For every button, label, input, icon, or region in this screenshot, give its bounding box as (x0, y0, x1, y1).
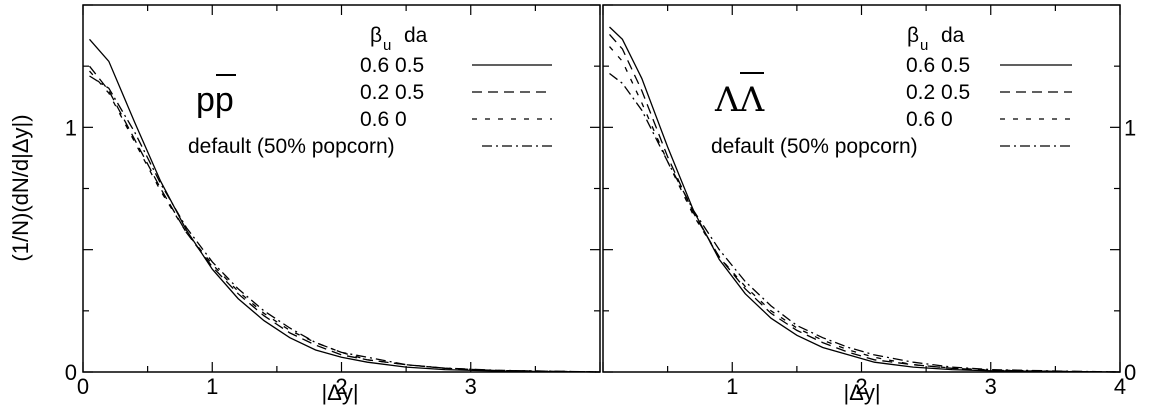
panel-1-label: pp (196, 81, 234, 119)
panel-2-label-bar: Λ (739, 80, 765, 120)
panel-1-x-axis-label: |Δy| (321, 380, 358, 405)
panel-1-series-solid (89, 38, 601, 373)
series-layer (88, 26, 1121, 373)
panel-1-x-tick-label: 2 (335, 374, 347, 399)
panel-1-x-tick-label: 0 (77, 374, 89, 399)
legend-beta-symbol: β (370, 24, 382, 47)
legend-da-header: da (404, 24, 428, 47)
panel-1-y-tick-label: 1 (65, 115, 77, 140)
panel-1-x-tick-label: 1 (206, 374, 218, 399)
panel-2-legend-entry-3: 0.6 0 (906, 108, 953, 131)
panel-1-legend-entry-4: default (50% popcorn) (188, 135, 395, 158)
panel-1-legend-header: β u da (370, 24, 428, 54)
panel-2-series-dotted (609, 46, 1121, 373)
panel-1-legend-entry-2: 0.2 0.5 (360, 81, 424, 104)
panel-2-x-tick-label: 3 (985, 374, 997, 399)
panel-2-legend-entry-1: 0.6 0.5 (906, 54, 970, 77)
panel-2-x-tick-label: 2 (855, 374, 867, 399)
panel-2-x-tick-label: 4 (1114, 374, 1126, 399)
panel-2-legend-entry-4: default (50% popcorn) (711, 135, 918, 158)
legend-beta-subscript: u (383, 37, 391, 54)
panel-2-legend-header: β u da (907, 24, 965, 54)
panel-1-y-tick-label: 0 (65, 360, 77, 385)
panel-2-x-axis-label: |Δy| (843, 380, 880, 405)
panel-1-series-dashdot (89, 75, 601, 373)
panel-2-label: ΛΛ (714, 80, 765, 120)
legend-beta-symbol: β (907, 24, 919, 47)
panel-2-y-tick-label-right: 0 (1124, 360, 1136, 385)
panel-1-label-main: p (196, 81, 215, 119)
panel-2-series-dashed (609, 33, 1121, 373)
panel-1-frame (82, 4, 601, 373)
panel-2-y-tick-label-right: 1 (1124, 115, 1136, 140)
legend-beta-subscript: u (920, 37, 928, 54)
panel-1-series-dotted (89, 70, 601, 373)
panel-2-x-tick-label: 1 (726, 374, 738, 399)
legend-da-header: da (941, 24, 965, 47)
panel-1-legend-entry-1: 0.6 0.5 (360, 54, 424, 77)
panel-2-legend-entry-2: 0.2 0.5 (906, 81, 970, 104)
panel-1-series-dashed (88, 65, 601, 373)
panel-1-legend-entry-3: 0.6 0 (360, 108, 407, 131)
panel-1-label-bar: p (215, 81, 234, 119)
panel-1-x-tick-label: 3 (465, 374, 477, 399)
panel-2-series-dashdot (609, 72, 1121, 373)
ticks-layer (82, 4, 1121, 373)
panel-2-series-solid (609, 26, 1121, 373)
y-axis-label: (1/N)(dN/d|Δy|) (8, 114, 33, 261)
panel-2-label-main: Λ (714, 80, 740, 120)
